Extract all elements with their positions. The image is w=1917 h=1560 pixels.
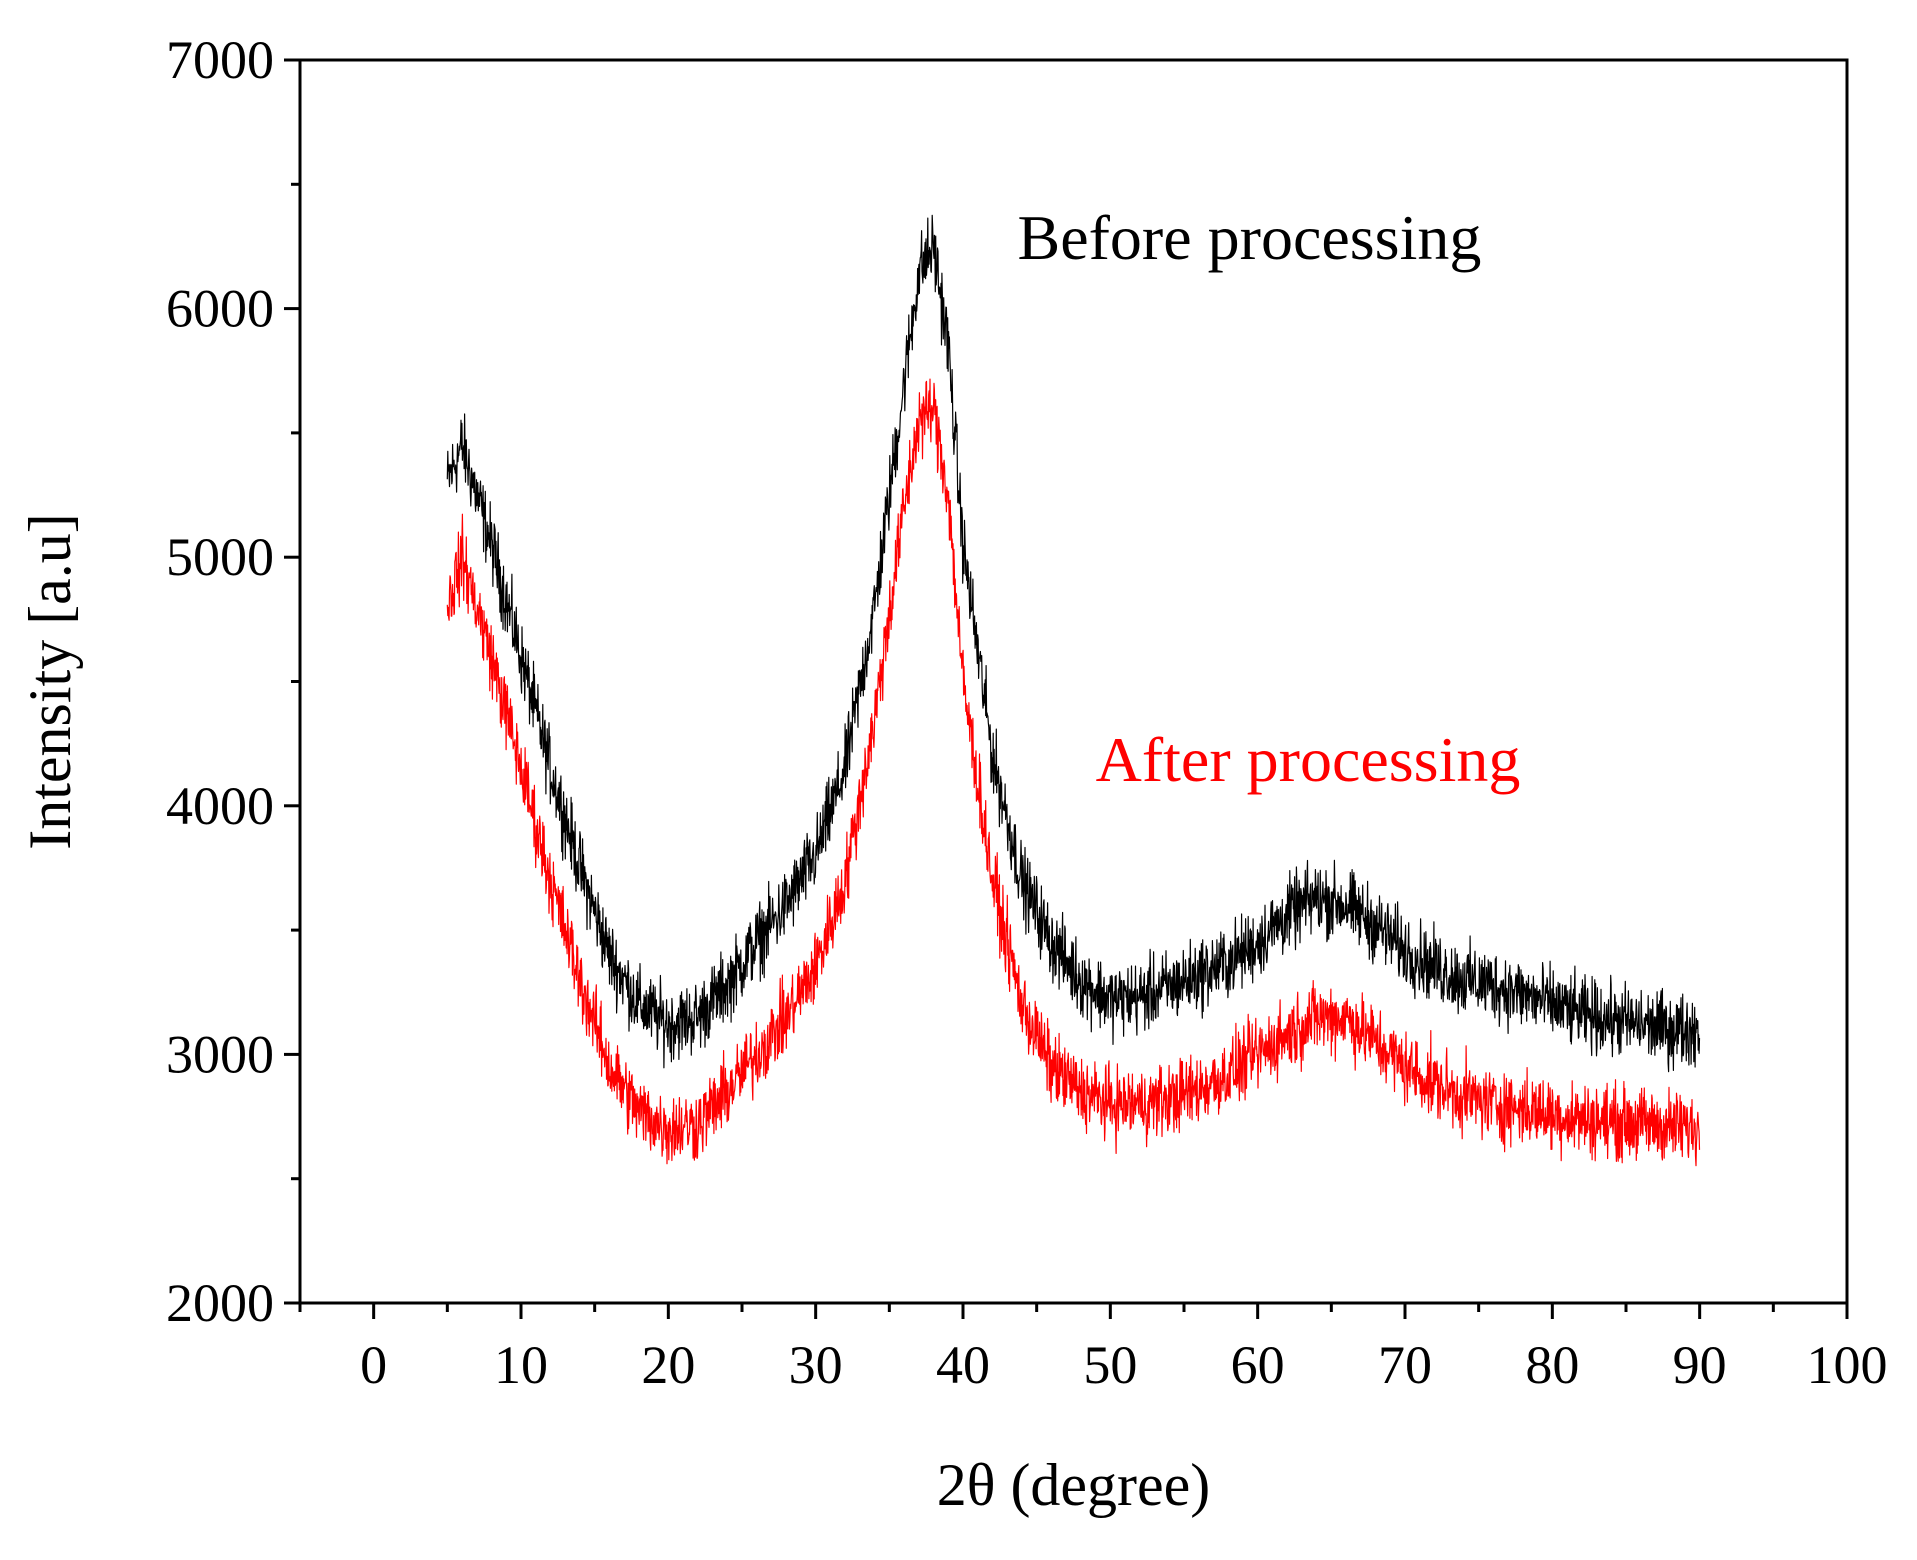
x-tick-label: 90 (1673, 1335, 1727, 1395)
x-tick-label: 60 (1231, 1335, 1285, 1395)
x-tick-label: 50 (1083, 1335, 1137, 1395)
x-tick-label: 10 (494, 1335, 548, 1395)
x-tick-label: 20 (641, 1335, 695, 1395)
y-tick-label: 7000 (166, 30, 274, 90)
annotation-after-processing: After processing (1096, 724, 1521, 795)
annotation-before-processing: Before processing (1018, 202, 1482, 273)
x-tick-label: 80 (1525, 1335, 1579, 1395)
x-tick-label: 40 (936, 1335, 990, 1395)
series-line-after-processing (446, 378, 1701, 1167)
x-tick-label: 100 (1807, 1335, 1888, 1395)
y-tick-label: 5000 (166, 527, 274, 587)
ticks-layer (284, 58, 1849, 1319)
x-tick-label: 70 (1378, 1335, 1432, 1395)
tick-labels-layer: 0 10 20 30 40 50 60 70 80 90 100 2000 3000 4000 5000 60… (166, 30, 1888, 1395)
y-axis-title: Intensity [a.u] (17, 513, 83, 850)
x-tick-label: 30 (789, 1335, 843, 1395)
x-tick-label: 0 (360, 1335, 387, 1395)
series-line-before-processing (446, 214, 1701, 1073)
y-tick-label: 3000 (166, 1024, 274, 1084)
series-layer (446, 214, 1701, 1167)
x-axis-title: 2θ (degree) (937, 1452, 1211, 1518)
y-tick-label: 6000 (166, 279, 274, 339)
y-tick-label: 4000 (166, 776, 274, 836)
y-tick-label: 2000 (166, 1273, 274, 1333)
